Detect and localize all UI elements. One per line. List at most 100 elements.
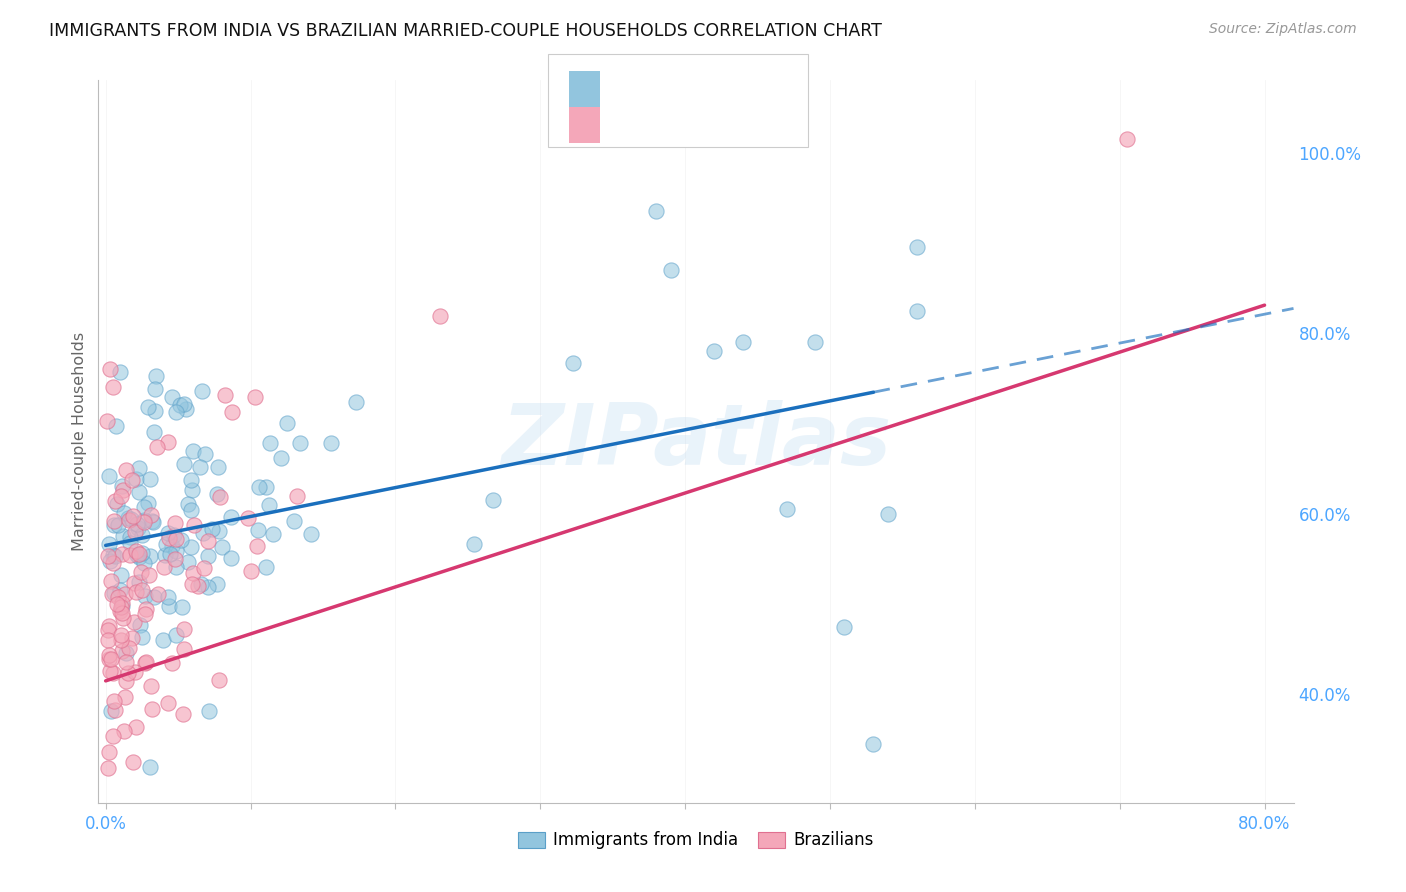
Point [112, 610, 135, 624]
Point [160, 657, 183, 671]
Point [152, 633, 174, 648]
Point [157, 696, 180, 710]
Point [136, 400, 159, 414]
Point [139, 472, 162, 486]
Point [193, 525, 215, 540]
Point [236, 511, 259, 525]
Point [180, 473, 202, 487]
Point [188, 459, 211, 474]
Y-axis label: Married-couple Households: Married-couple Households [72, 332, 87, 551]
Point [731, 335, 754, 350]
Point [128, 550, 150, 565]
Point [165, 405, 187, 419]
Point [181, 444, 204, 458]
Point [98, 554, 121, 568]
Point [122, 615, 145, 629]
Point [128, 547, 150, 561]
Point [165, 516, 187, 530]
Point [121, 473, 143, 487]
Point [98, 652, 121, 666]
Point [703, 344, 725, 359]
Point [142, 515, 165, 529]
Text: R = 0.384: R = 0.384 [614, 74, 713, 92]
Point [110, 628, 132, 642]
Point [138, 496, 160, 510]
Point [103, 585, 125, 599]
Point [114, 690, 136, 704]
Point [201, 522, 224, 536]
Point [207, 487, 229, 501]
Point [153, 549, 176, 563]
Point [221, 404, 243, 418]
Point [290, 436, 312, 450]
Point [135, 602, 157, 616]
Point [117, 510, 139, 524]
Point [191, 384, 214, 398]
Point [107, 518, 129, 533]
Point [165, 544, 187, 558]
Point [143, 382, 166, 396]
Point [197, 580, 219, 594]
Point [100, 651, 122, 665]
Point [97, 623, 120, 637]
Point [146, 587, 169, 601]
Point [111, 479, 134, 493]
Text: R = 0.346: R = 0.346 [614, 110, 713, 128]
Point [97, 648, 120, 662]
Point [183, 566, 205, 581]
Point [299, 527, 322, 541]
Point [173, 622, 195, 636]
Point [125, 720, 148, 734]
Point [139, 549, 162, 563]
Point [254, 560, 277, 574]
Point [103, 517, 125, 532]
Point [108, 582, 131, 597]
Point [118, 513, 141, 527]
Point [105, 497, 128, 511]
Point [561, 355, 583, 369]
Legend: Immigrants from India, Brazilians: Immigrants from India, Brazilians [512, 824, 880, 856]
Point [111, 599, 134, 613]
Point [98, 665, 121, 679]
Point [645, 204, 668, 219]
Point [124, 665, 146, 679]
Point [108, 365, 131, 379]
Point [186, 579, 208, 593]
Point [172, 707, 194, 722]
Point [101, 729, 124, 743]
Point [128, 485, 150, 500]
Point [219, 550, 242, 565]
Point [111, 596, 134, 610]
Point [120, 548, 142, 562]
Point [97, 619, 120, 633]
Point [208, 524, 231, 538]
Point [481, 493, 503, 508]
Point [124, 524, 146, 539]
Point [156, 435, 179, 450]
Point [180, 503, 202, 517]
Point [153, 560, 176, 574]
Point [103, 514, 125, 528]
Point [193, 561, 215, 575]
Point [134, 589, 156, 603]
Point [104, 703, 127, 717]
Point [877, 507, 900, 521]
Point [100, 574, 122, 588]
Point [174, 402, 197, 417]
Point [190, 577, 212, 591]
Point [122, 508, 145, 523]
Point [97, 549, 120, 564]
Point [146, 440, 169, 454]
Point [139, 760, 162, 774]
Point [135, 655, 157, 669]
Point [160, 390, 183, 404]
Point [114, 506, 136, 520]
Point [125, 584, 148, 599]
Point [834, 620, 856, 634]
Point [96, 761, 118, 775]
Point [110, 567, 132, 582]
Point [98, 362, 121, 376]
Point [198, 704, 221, 718]
Point [270, 450, 292, 465]
Point [1116, 132, 1139, 146]
